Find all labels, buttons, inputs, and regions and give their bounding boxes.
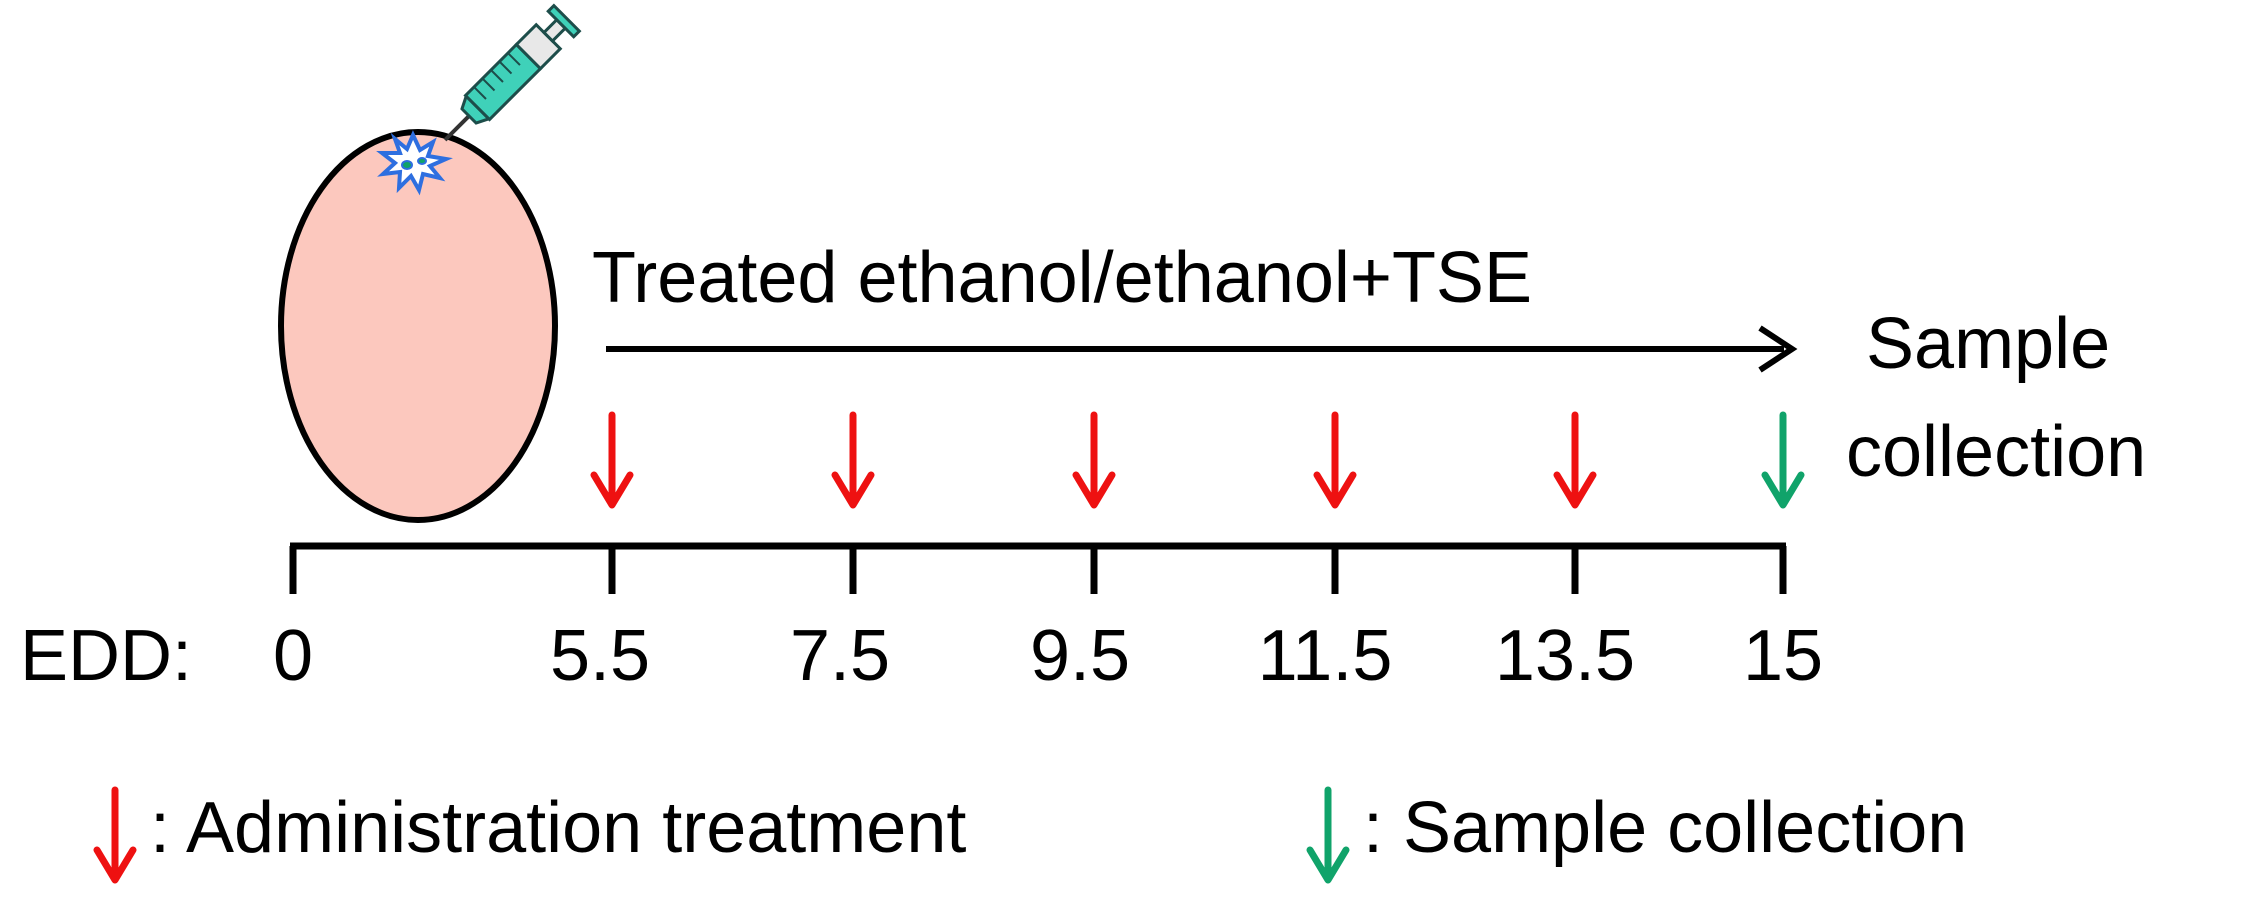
sample-legend-arrow-icon [1306, 786, 1350, 884]
timeline-tick-label: 5.5 [550, 616, 650, 696]
endpoint-label-line1: Sample [1866, 304, 2110, 384]
legend: : Administration treatment : Sample colle… [93, 786, 1967, 884]
administration-arrow-icon [1072, 411, 1116, 509]
endpoint-label-line2: collection [1846, 412, 2146, 492]
timeline-tick-label: 11.5 [1258, 616, 1393, 696]
injection-burst-icon [376, 130, 453, 196]
axis-prefix: EDD: [20, 616, 192, 696]
administration-arrow-icon [1313, 411, 1357, 509]
timeline-tick-labels: 0 5.5 7.5 9.5 11.5 13.5 15 [273, 616, 1823, 696]
administration-legend-arrow-icon [93, 786, 137, 884]
administration-arrow-icon [590, 411, 634, 509]
event-markers [590, 411, 1805, 509]
timeline-tick-label: 0 [273, 616, 313, 696]
timeline-tick-label: 13.5 [1495, 616, 1635, 696]
sample-arrow-icon [1761, 411, 1805, 509]
timeline-tick-label: 15 [1743, 616, 1823, 696]
timeline-tick-label: 9.5 [1030, 616, 1130, 696]
timeline-tick-label: 7.5 [790, 616, 890, 696]
treatment-arrowhead [1758, 325, 1798, 373]
egg-icon [278, 129, 558, 523]
syringe-icon [443, 3, 582, 142]
legend-label: : Sample collection [1363, 788, 1967, 868]
administration-arrow-icon [1553, 411, 1597, 509]
legend-label: : Administration treatment [150, 788, 966, 868]
administration-arrow-icon [831, 411, 875, 509]
treatment-label: Treated ethanol/ethanol+TSE [592, 238, 1532, 318]
timeline-ticks [289, 546, 1787, 594]
